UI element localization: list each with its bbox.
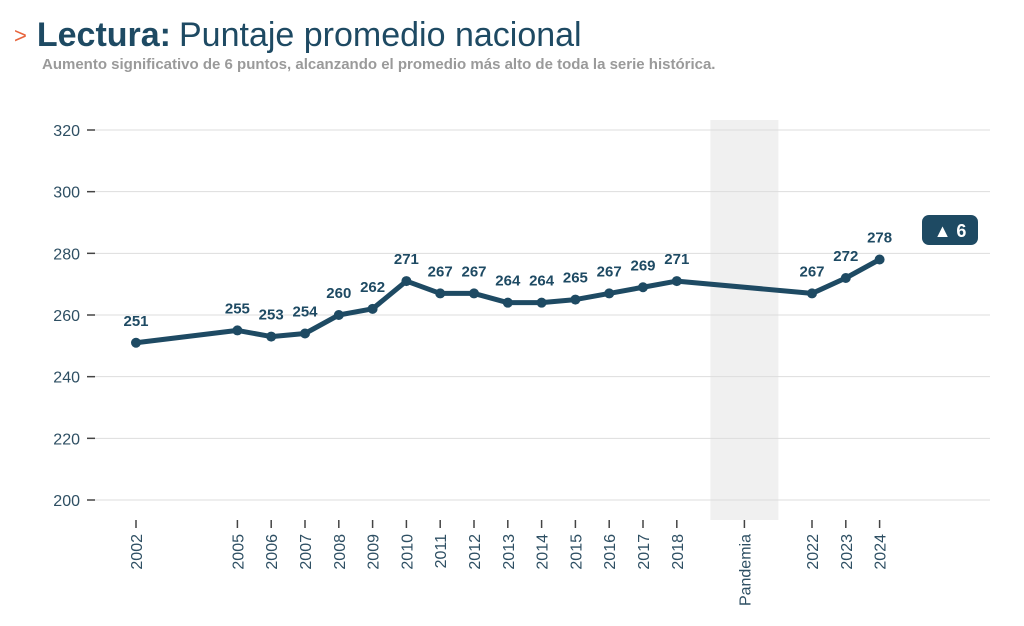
y-tick-label: 320: [53, 123, 80, 140]
x-tick-label: 2007: [298, 534, 315, 570]
x-tick-label: 2009: [366, 534, 383, 570]
data-point: [874, 254, 885, 265]
y-tick-label: 220: [53, 431, 80, 448]
y-tick-label: 200: [53, 493, 80, 510]
x-tick-label: 2022: [805, 534, 822, 570]
x-tick-label: 2010: [399, 534, 416, 570]
x-tick-label: 2005: [230, 534, 247, 570]
title-row: > Lectura: Puntaje promedio nacional: [14, 16, 582, 55]
chart-title-strong: Lectura:: [36, 16, 171, 54]
y-tick-label: 240: [53, 370, 80, 387]
chart-title: Puntaje promedio nacional: [179, 16, 582, 54]
data-point: [367, 303, 378, 314]
data-point: [840, 273, 851, 283]
data-point: [807, 288, 817, 299]
x-tick-label: 2023: [839, 534, 856, 570]
change-badge-text: ▲ 6: [934, 221, 967, 241]
data-label: 253: [259, 307, 284, 324]
data-label: 267: [799, 263, 824, 280]
data-point: [300, 328, 310, 339]
x-tick-label: 2002: [129, 534, 146, 570]
data-point: [502, 297, 513, 308]
data-label: 255: [225, 300, 250, 317]
x-tick-label: 2018: [670, 534, 687, 570]
x-tick-label: 2008: [332, 534, 349, 570]
x-tick-label: 2024: [873, 534, 890, 570]
data-label: 267: [597, 263, 622, 280]
data-label: 267: [428, 263, 453, 280]
data-point: [671, 276, 682, 287]
data-label: 265: [563, 270, 588, 287]
x-tick-label: 2015: [568, 534, 585, 570]
x-tick-label: 2012: [467, 534, 484, 570]
x-tick-label: 2016: [602, 534, 619, 570]
chart-subtitle: Aumento significativo de 6 puntos, alcan…: [42, 56, 716, 73]
data-label: 251: [123, 313, 148, 330]
x-tick-label: 2011: [433, 534, 450, 569]
y-tick-label: 300: [53, 185, 80, 202]
data-label: 267: [461, 263, 486, 280]
data-label: 271: [664, 251, 689, 268]
x-tick-label: 2017: [636, 534, 653, 570]
data-point: [232, 325, 243, 336]
data-label: 264: [529, 273, 555, 290]
data-point: [469, 288, 479, 299]
data-point: [604, 288, 615, 299]
y-tick-label: 260: [53, 308, 80, 325]
data-point: [536, 297, 547, 308]
data-label: 269: [630, 257, 655, 274]
data-label: 271: [394, 251, 419, 268]
data-label: 262: [360, 279, 385, 296]
data-point: [570, 294, 581, 305]
change-badge: [922, 215, 978, 245]
data-point: [333, 310, 344, 320]
chevron-icon: >: [14, 23, 27, 48]
data-label: 254: [292, 304, 318, 321]
data-label: 272: [833, 248, 858, 265]
data-label: 278: [867, 230, 892, 247]
data-label: 264: [495, 273, 521, 290]
data-point: [401, 276, 412, 287]
pandemic-band: [710, 120, 779, 520]
data-point: [131, 337, 141, 348]
data-point: [638, 282, 648, 293]
x-tick-label: 2013: [501, 534, 518, 570]
chart-header: > Lectura: Puntaje promedio nacional: [14, 16, 582, 55]
y-tick-label: 280: [53, 246, 80, 263]
x-tick-label: 2006: [264, 534, 281, 570]
data-label: 260: [326, 285, 351, 302]
data-point: [435, 288, 446, 299]
series-line: [133, 257, 883, 346]
data-point: [266, 331, 277, 342]
x-tick-label: 2014: [535, 534, 552, 570]
x-tick-label: Pandemia: [737, 534, 754, 606]
